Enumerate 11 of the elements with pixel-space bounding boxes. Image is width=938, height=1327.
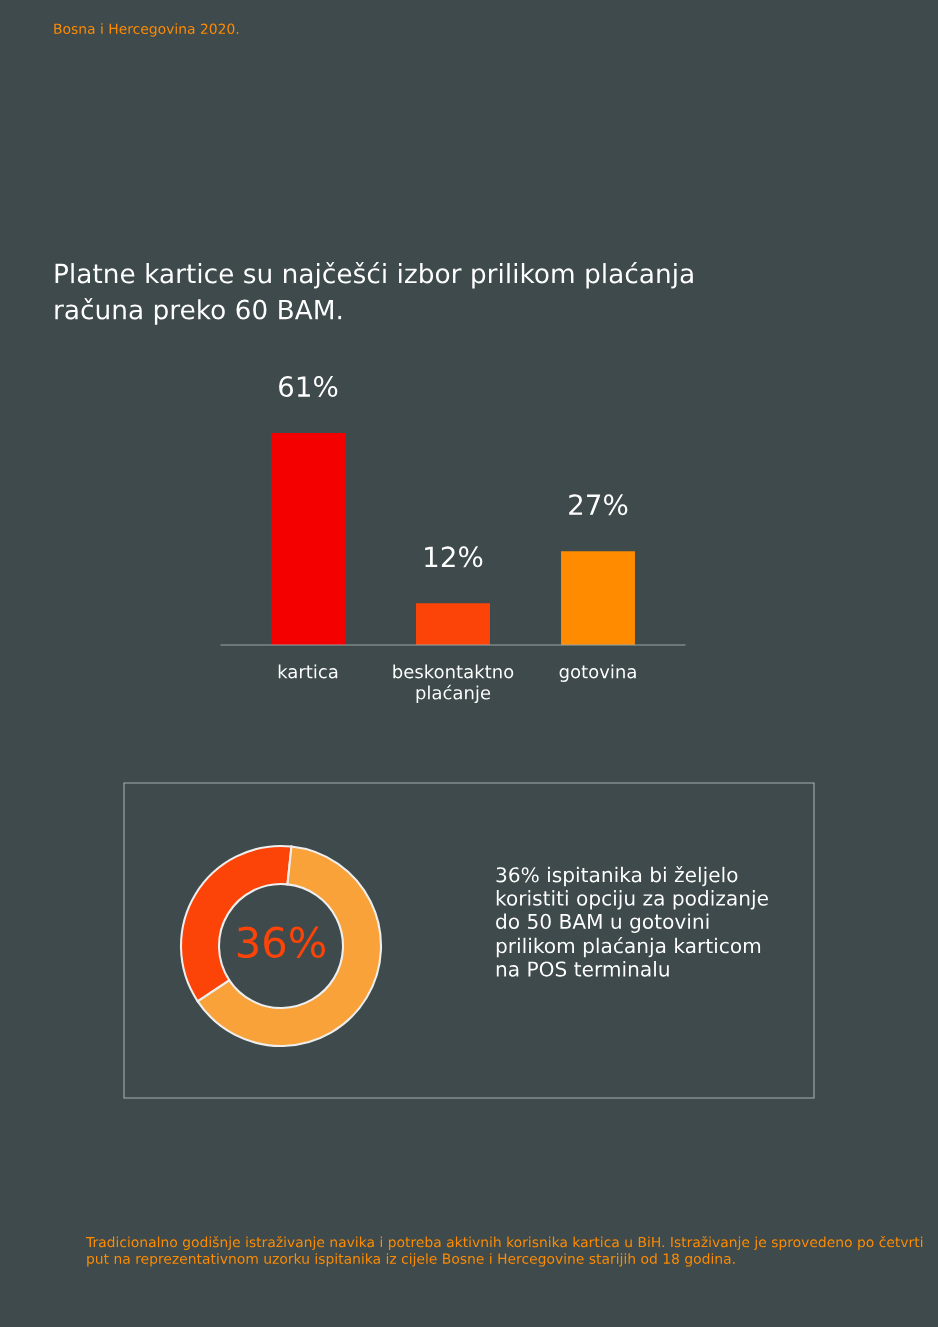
text: Tradicionalno godišnje istraživanje navika i potreba aktivnih korisnika kartica u BiH. Istraživanje je sprovedeno po četvrti put na reprezentativnom uzorku ispitanika iz cijele Bosne i Hercegovine starijih od 18 godina. [85,1236,923,1267]
text: 36% ispitanika bi željelo koristiti opciju za podizanje do 50 BAM u gotovini prilikom plaćanja karticom na POS terminalu [496,866,768,977]
x-tick-label: kartica [278,664,338,679]
data-label: 12% [425,546,483,568]
data-label: 27% [569,494,628,516]
data-label: 36% [237,926,326,959]
chart-title: Platne kartice su najčešći izbor prilikom plaćanja računa preko 60 BAM. [55,262,693,325]
data-label: 61% [279,376,338,398]
text: Bosna i Hercegovina 2020. [54,23,239,37]
x-tick-label: beskontaktno plaćanje [393,664,514,703]
x-tick-label: gotovina [559,664,636,682]
